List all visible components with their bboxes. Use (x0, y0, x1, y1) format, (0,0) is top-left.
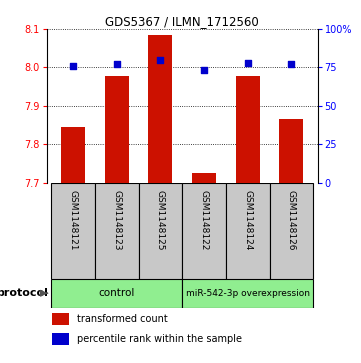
Text: control: control (99, 288, 135, 298)
Text: percentile rank within the sample: percentile rank within the sample (77, 334, 242, 344)
Text: GSM1148121: GSM1148121 (69, 190, 78, 251)
Text: GSM1148124: GSM1148124 (243, 190, 252, 250)
Point (288, 61, 294, 67)
Point (245, 60, 251, 66)
Bar (192, 173, 216, 183)
Text: GSM1148125: GSM1148125 (156, 190, 165, 251)
Bar (270, 183, 313, 279)
Point (201, 68, 207, 73)
Text: GSM1148123: GSM1148123 (112, 190, 121, 251)
Point (114, 61, 120, 67)
Bar (182, 183, 226, 279)
Text: miR-542-3p overexpression: miR-542-3p overexpression (186, 289, 310, 298)
Bar (226, 183, 270, 279)
Bar (51, 279, 182, 307)
Bar (139, 183, 182, 279)
Bar (182, 279, 313, 307)
Bar (105, 76, 129, 183)
Bar (52, 333, 69, 345)
Bar (52, 313, 69, 325)
Bar (279, 119, 304, 183)
Bar (51, 183, 95, 279)
Title: GDS5367 / ILMN_1712560: GDS5367 / ILMN_1712560 (105, 15, 259, 28)
Text: transformed count: transformed count (77, 314, 168, 324)
Point (158, 57, 164, 63)
Bar (236, 76, 260, 183)
Bar (148, 35, 173, 183)
Bar (95, 183, 139, 279)
Point (70, 63, 76, 69)
Text: GSM1148126: GSM1148126 (287, 190, 296, 251)
Bar (61, 127, 85, 183)
Text: GSM1148122: GSM1148122 (200, 190, 209, 250)
Text: protocol: protocol (0, 288, 48, 298)
